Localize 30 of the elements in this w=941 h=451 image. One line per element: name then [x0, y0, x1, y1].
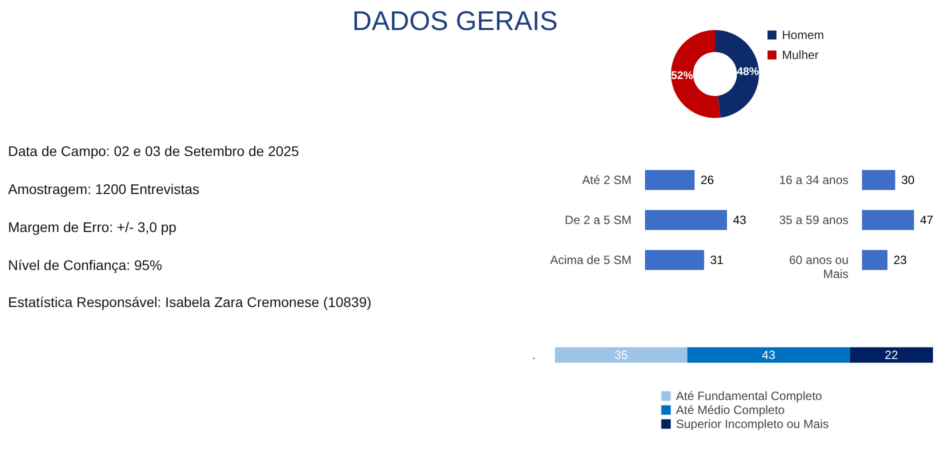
- y-tick-label: Acima de 5 SM: [550, 253, 632, 267]
- data-label: 48%: [736, 66, 760, 78]
- donut-slice: [671, 30, 721, 118]
- text: Amostragem: 1200 Entrevistas: [8, 181, 200, 197]
- donut-slice: [715, 30, 759, 118]
- y-tick-label: .: [532, 348, 536, 362]
- legend-label: Homem: [782, 28, 824, 42]
- text: DADOS GERAIS: [352, 6, 558, 36]
- data-label: 43: [733, 213, 747, 227]
- y-tick-label: Até 2 SM: [582, 173, 632, 187]
- legend-label: Até Fundamental Completo: [676, 389, 822, 403]
- data-label: 26: [700, 173, 714, 187]
- text: Estatística Responsável: Isabela Zara Cremonese (10839): [8, 294, 372, 310]
- data-label: 35: [614, 348, 628, 362]
- data-label: 30: [901, 173, 915, 187]
- y-tick-label: 35 a 59 anos: [779, 213, 848, 227]
- data-label: 43: [762, 348, 776, 362]
- data-label: 22: [884, 348, 898, 362]
- text: Nível de Confiança: 95%: [8, 257, 162, 273]
- data-label: 47: [920, 213, 934, 227]
- legend-label: Mulher: [782, 48, 819, 62]
- data-label: 52%: [671, 70, 694, 82]
- y-tick-label: De 2 a 5 SM: [564, 213, 632, 227]
- data-label: 23: [893, 253, 908, 267]
- y-tick-label: 60 anos ou Mais: [789, 253, 848, 281]
- text: Data de Campo: 02 e 03 de Setembro de 2025: [8, 143, 300, 159]
- text: Margem de Erro: +/- 3,0 pp: [8, 219, 176, 235]
- y-tick-label: 16 a 34 anos: [779, 173, 848, 187]
- legend-label: Até Médio Completo: [676, 403, 786, 417]
- data-label: 31: [710, 253, 724, 267]
